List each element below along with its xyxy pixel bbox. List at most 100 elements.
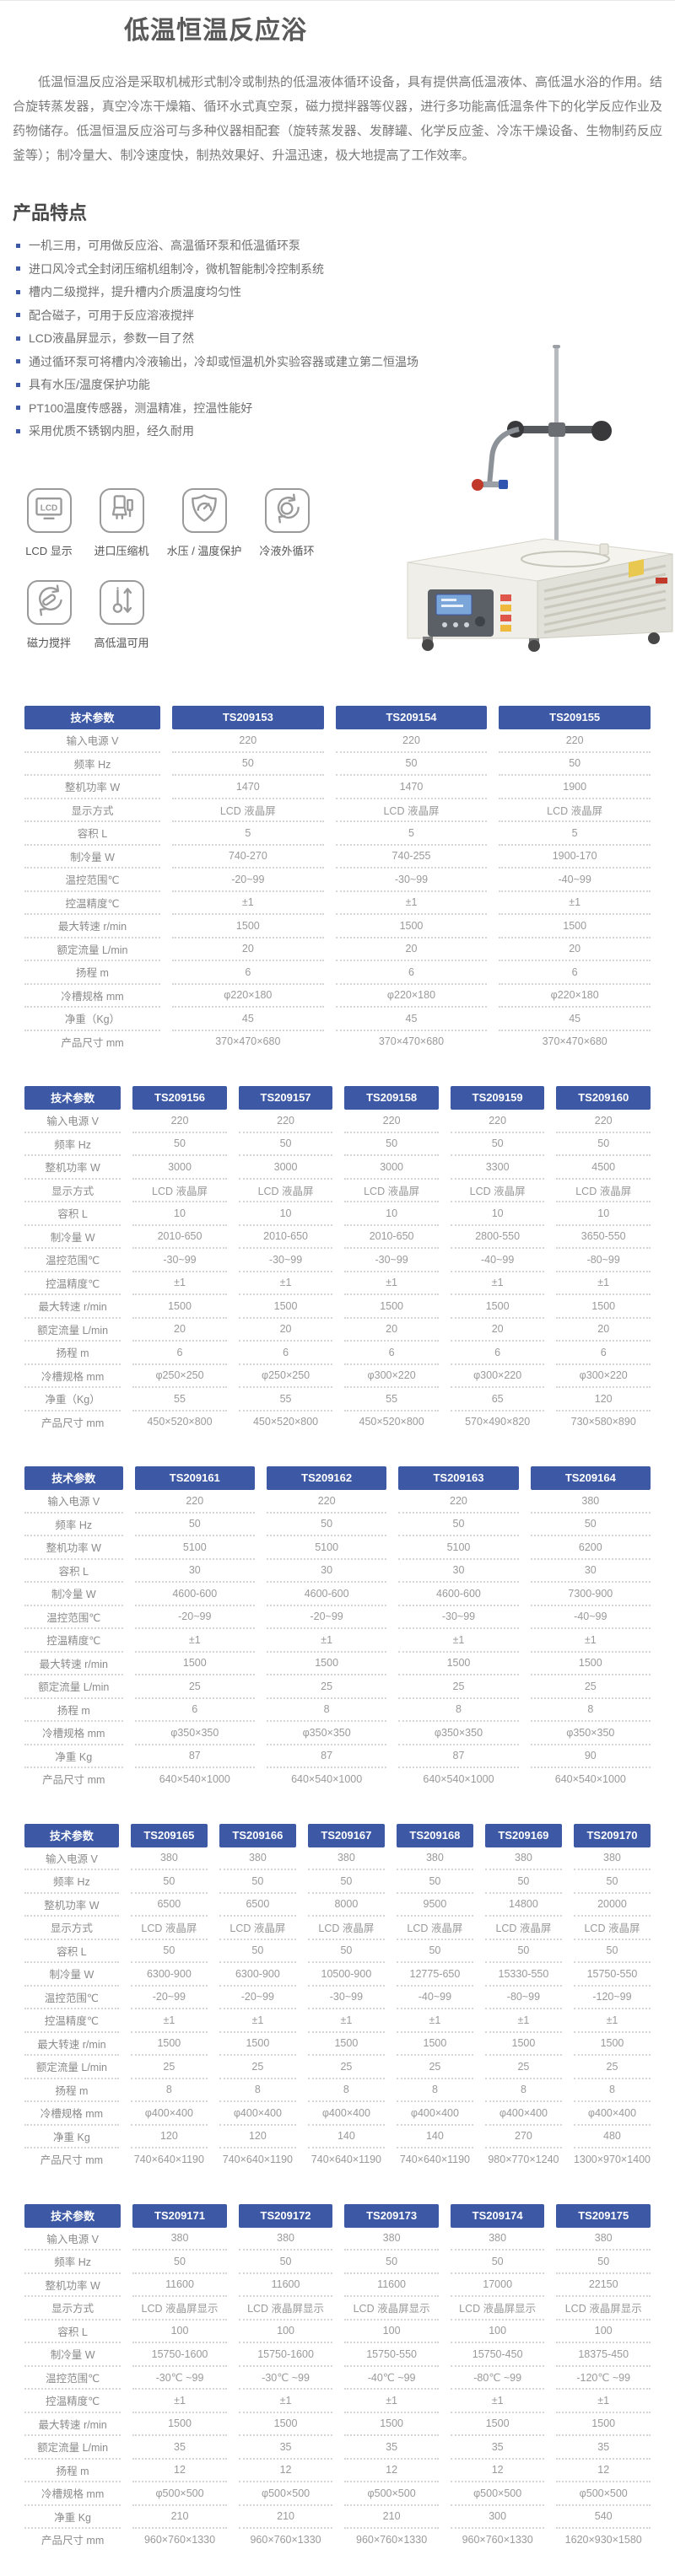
param-label-cell: 制冷量 W (24, 846, 160, 869)
param-value-cell: 6500 (130, 1894, 208, 1917)
param-value-cell: LCD 液晶屏显示 (238, 2297, 333, 2321)
param-value-cell: -40~99 (530, 1606, 651, 1629)
param-value-cell: 87 (134, 1745, 255, 1768)
param-label-cell: 整机功率 W (24, 1894, 119, 1917)
table-header-param: 技术参数 (24, 1086, 122, 1110)
table-header-model: TS209165 (130, 1823, 208, 1847)
param-value-cell: 1500 (499, 915, 651, 938)
table-header-model: TS209164 (530, 1466, 651, 1490)
param-label-cell: 频率 Hz (24, 2251, 122, 2274)
param-label-cell: 控温精度℃ (24, 1272, 122, 1295)
param-label-cell: 产品尺寸 mm (40, 1417, 105, 1429)
param-value-cell: 220 (398, 1490, 519, 1514)
param-label-cell: 输入电源 V (24, 729, 160, 753)
param-label-cell: 制冷量 W (24, 1226, 122, 1249)
param-value-cell: 3000 (132, 1156, 227, 1180)
param-value-cell: 35 (344, 2436, 439, 2460)
table-header-model: TS209155 (499, 706, 651, 729)
param-value-cell: 11600 (238, 2274, 333, 2297)
table-row: 制冷量 W 740-270 740-255 1900-170 (24, 846, 651, 869)
param-value-cell: 1500 (344, 1295, 439, 1319)
badge-box (264, 488, 310, 533)
feature-list: 一机三用，可用做反应浴、高温循环泵和低温循环泵 进口风冷式全封闭压缩机组制冷，微机… (13, 239, 662, 438)
param-label-cell: 制冷量 W (24, 1583, 123, 1606)
param-label-cell: 频率 Hz (24, 1870, 119, 1894)
param-label-cell: 净重 Kg (24, 1745, 123, 1768)
param-value-cell: 20 (344, 1319, 439, 1342)
param-label-cell: 扬程 m (24, 2460, 122, 2482)
param-value-cell: 12 (238, 2460, 333, 2482)
feature-badge: 冷液外循环 (251, 488, 323, 558)
param-value-cell: 1500 (573, 2033, 651, 2056)
feature-badge: LCD LCD 显示 (13, 488, 85, 558)
feature-item: 配合磁子，可用于反应溶液搅拌 (13, 309, 662, 322)
param-value-cell: 11600 (344, 2274, 439, 2297)
param-value-cell: 380 (530, 1490, 651, 1514)
param-value-cell: LCD 液晶屏 (307, 1917, 385, 1940)
param-value-cell: 35 (238, 2436, 333, 2460)
param-value-cell: 640×540×1000 (423, 1772, 494, 1785)
table-row: 输入电源 V 380 380 380 380 380 380 (24, 1847, 651, 1870)
table-row: 整机功率 W 6500 6500 8000 9500 14800 20000 (24, 1894, 651, 1917)
param-value-cell: ±1 (335, 892, 488, 915)
param-value-cell: ±1 (556, 2390, 651, 2413)
param-value-cell: 20 (556, 1319, 651, 1342)
param-value-cell: LCD 液晶屏 (484, 1917, 562, 1940)
param-value-cell: 50 (450, 2251, 545, 2274)
param-value-cell: ±1 (238, 1272, 333, 1295)
param-value-cell: 55 (238, 1388, 333, 1412)
table-row: 输入电源 V 220 220 220 380 (24, 1490, 651, 1514)
param-label-cell: 扬程 m (24, 2079, 119, 2102)
param-value-cell: 5100 (398, 1536, 519, 1560)
badge-box: LCD (26, 488, 72, 533)
bullet-square-icon (16, 243, 20, 248)
param-value-cell: 6 (499, 961, 651, 985)
param-value-cell: 380 (132, 2228, 227, 2251)
param-value-cell: LCD 液晶屏 (344, 1180, 439, 1202)
table-header-model: TS209166 (219, 1823, 296, 1847)
table-row: 净重 Kg 87 87 87 90 (24, 1745, 651, 1768)
feature-item: 一机三用，可用做反应浴、高温循环泵和低温循环泵 (13, 239, 662, 252)
param-value-cell: -80~99 (484, 1987, 562, 2009)
param-value-cell: φ400×400 (219, 2102, 296, 2126)
param-value-cell: 55 (344, 1388, 439, 1412)
param-value-cell: 50 (396, 1940, 473, 1963)
param-label-cell: 制冷量 W (24, 1963, 119, 1987)
param-value-cell: 15750-550 (573, 1963, 651, 1987)
param-label-cell: 最大转速 r/min (24, 915, 160, 938)
param-label-cell: 温控范围℃ (24, 869, 160, 892)
param-value-cell: LCD 液晶屏 (172, 799, 324, 822)
param-label-cell: 显示方式 (24, 2297, 122, 2321)
param-value-cell: 740×640×1190 (133, 2153, 204, 2165)
param-value-cell: 740×640×1190 (399, 2153, 471, 2165)
param-label-cell: 最大转速 r/min (24, 1653, 123, 1675)
param-label-cell: 产品尺寸 mm (61, 1036, 124, 1049)
param-value-cell: 5 (335, 822, 488, 846)
param-value-cell: LCD 液晶屏 (132, 1180, 227, 1202)
table-row: 温控范围℃ -30℃ ~99 -30℃ ~99 -40℃ ~99 -80℃ ~99 -12… (24, 2367, 651, 2390)
table-row: 冷槽规格 mm φ350×350 φ350×350 φ350×350 φ350×350 (24, 1722, 651, 1745)
param-value-cell: 1500 (132, 1295, 227, 1319)
table-row: 净重（Kg） 45 45 45 (24, 1008, 651, 1031)
feature-text: 一机三用，可用做反应浴、高温循环泵和低温循环泵 (29, 239, 300, 252)
table-row: 显示方式 LCD 液晶屏显示 LCD 液晶屏显示 LCD 液晶屏显示 LCD 液晶屏显示… (24, 2297, 651, 2321)
pressure-temp-protection-icon (187, 492, 221, 530)
bullet-square-icon (16, 266, 20, 271)
table-header-model: TS209157 (238, 1086, 333, 1110)
param-value-cell: 1620×930×1580 (564, 2533, 642, 2546)
param-value-cell: 6 (134, 1699, 255, 1722)
param-value-cell: 20 (335, 938, 488, 961)
param-value-cell: 25 (130, 2056, 208, 2079)
param-value-cell: 220 (132, 1110, 227, 1133)
param-value-cell: LCD 液晶屏 (573, 1917, 651, 1940)
param-value-cell: 35 (556, 2436, 651, 2460)
param-value-cell: 2010-650 (238, 1226, 333, 1249)
param-value-cell: 960×760×1330 (143, 2533, 216, 2546)
param-label-cell: 冷槽规格 mm (24, 2102, 119, 2126)
param-value-cell: 50 (130, 1870, 208, 1894)
table-row: 最大转速 r/min 1500 1500 1500 1500 1500 1500 (24, 2033, 651, 2056)
param-value-cell: 100 (556, 2321, 651, 2343)
feature-text: 具有水压/温度保护功能 (29, 378, 150, 391)
param-value-cell: 6 (344, 1342, 439, 1365)
param-value-cell: ±1 (344, 2390, 439, 2413)
